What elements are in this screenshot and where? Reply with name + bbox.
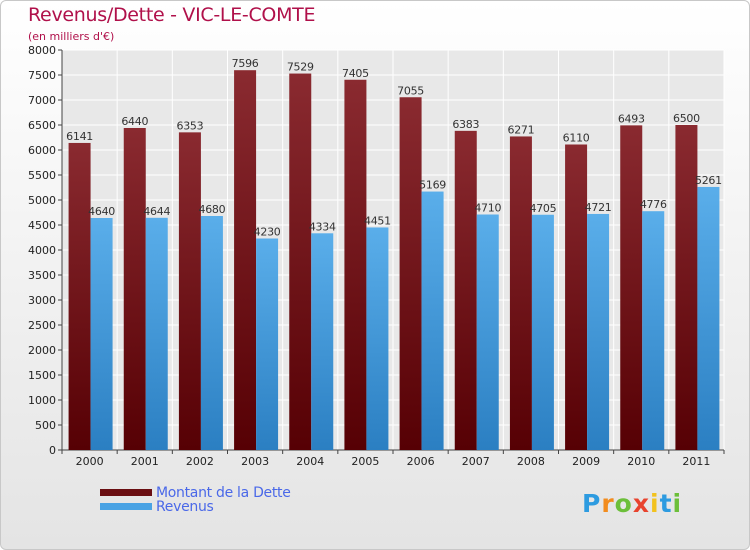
value-label-debt: 6141 [66, 130, 93, 143]
x-tick-label: 2007 [462, 455, 490, 468]
bar-revenus [256, 238, 279, 450]
value-label-debt: 6383 [452, 118, 479, 131]
value-label-revenus: 4705 [530, 202, 557, 215]
y-tick-label: 1000 [28, 394, 56, 407]
bar-chart: 0 500 1000 1500 2000 2500 3000 3500 4000 4500 5000… [28, 44, 725, 468]
bar-revenus [421, 191, 444, 451]
value-label-revenus: 4721 [585, 201, 612, 214]
value-label-revenus: 5261 [695, 174, 722, 187]
x-tick-label: 2009 [572, 455, 600, 468]
x-tick-label: 2002 [186, 455, 214, 468]
logo-letter: x [632, 489, 650, 518]
value-label-revenus: 4710 [474, 202, 501, 215]
legend-swatch-debt [100, 489, 152, 496]
bar-revenus [311, 233, 334, 450]
logo-letter: P [582, 489, 602, 518]
bar-revenus [90, 218, 113, 450]
value-label-revenus: 4776 [640, 198, 667, 211]
y-tick-label: 4500 [28, 219, 56, 232]
y-tick-label: 5000 [28, 194, 56, 207]
value-label-debt: 6500 [673, 112, 700, 125]
legend-swatch-revenus [100, 503, 152, 510]
y-tick-label: 3000 [28, 294, 56, 307]
value-label-debt: 6353 [177, 119, 204, 132]
bar-revenus [587, 213, 610, 450]
value-label-debt: 6271 [508, 123, 535, 136]
bar-debt [289, 73, 312, 451]
logo-letter: i [672, 489, 683, 518]
value-label-debt: 6440 [121, 115, 148, 128]
y-tick-label: 1500 [28, 369, 56, 382]
bar-revenus [366, 227, 389, 450]
x-tick-label: 2004 [296, 455, 324, 468]
x-tick-label: 2001 [131, 455, 159, 468]
y-tick-label: 6000 [28, 144, 56, 157]
logo-letter: i [650, 489, 660, 518]
bar-revenus [145, 217, 168, 450]
proxiti-logo: Proxiti [582, 489, 682, 518]
bar-debt [234, 70, 257, 450]
value-label-revenus: 4451 [364, 214, 391, 227]
bar-debt [344, 79, 367, 450]
x-tick-label: 2011 [682, 455, 710, 468]
chart-title: Revenus/Dette - VIC-LE-COMTE [28, 4, 316, 26]
legend-label-revenus: Revenus [156, 499, 214, 515]
x-tick-label: 2006 [407, 455, 435, 468]
y-tick-label: 3500 [28, 269, 56, 282]
value-label-debt: 7055 [397, 84, 424, 97]
y-tick-label: 0 [49, 444, 56, 457]
chart-subtitle: (en milliers d'€) [28, 30, 115, 43]
x-tick-label: 2010 [627, 455, 655, 468]
y-tick-label: 7500 [28, 69, 56, 82]
logo-letter: t [659, 489, 673, 518]
bar-revenus [200, 216, 223, 450]
y-tick-label: 5500 [28, 169, 56, 182]
bar-debt [123, 128, 146, 450]
bar-revenus [476, 214, 499, 450]
y-tick-label: 8000 [28, 44, 56, 57]
legend-label-debt: Montant de la Dette [156, 485, 291, 501]
value-label-revenus: 4640 [88, 205, 115, 218]
y-tick-label: 7000 [28, 94, 56, 107]
value-label-debt: 7529 [287, 61, 314, 74]
bar-revenus [642, 211, 665, 450]
bar-debt [178, 132, 201, 450]
value-label-revenus: 5169 [419, 179, 446, 192]
bar-revenus [531, 214, 554, 450]
y-tick-label: 6500 [28, 119, 56, 132]
bar-debt [565, 144, 588, 450]
value-label-revenus: 4644 [143, 205, 170, 218]
bar-revenus [697, 186, 720, 450]
value-label-debt: 6493 [618, 112, 645, 125]
value-label-debt: 7596 [232, 57, 259, 70]
x-tick-label: 2003 [241, 455, 269, 468]
bar-debt [399, 97, 422, 450]
y-tick-label: 500 [35, 419, 56, 432]
value-label-revenus: 4680 [199, 203, 226, 216]
bar-debt [68, 142, 91, 450]
value-label-debt: 6110 [563, 132, 590, 145]
x-tick-label: 2000 [76, 455, 104, 468]
value-label-debt: 7405 [342, 67, 369, 80]
y-tick-label: 2000 [28, 344, 56, 357]
x-tick-label: 2005 [351, 455, 379, 468]
bar-debt [454, 130, 477, 450]
bar-debt [620, 125, 643, 450]
logo-letter: r [601, 489, 615, 518]
x-tick-label: 2008 [517, 455, 545, 468]
bar-debt [675, 125, 698, 450]
bar-debt [509, 136, 532, 450]
value-label-revenus: 4334 [309, 220, 336, 233]
value-label-revenus: 4230 [254, 226, 281, 239]
logo-letter: o [614, 489, 633, 518]
y-tick-label: 4000 [28, 244, 56, 257]
y-tick-label: 2500 [28, 319, 56, 332]
